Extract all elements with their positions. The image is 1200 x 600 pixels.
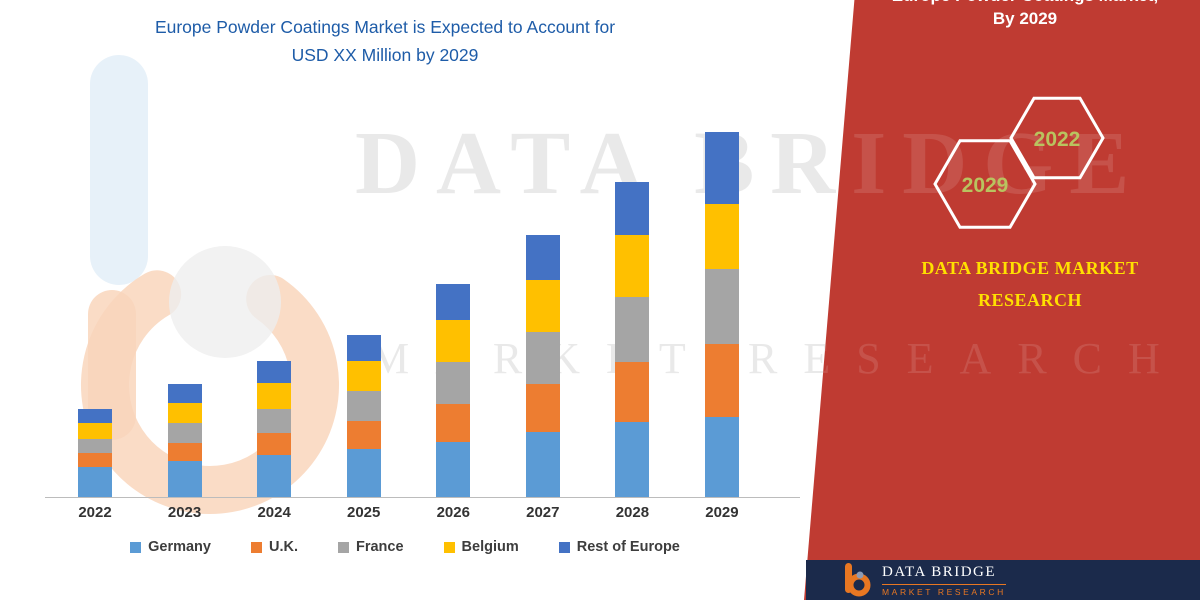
legend-label: France (355, 539, 404, 555)
bar-segment-germany (615, 422, 650, 497)
bar-segment-belgium (436, 320, 471, 362)
bar-segment-u-k- (257, 433, 292, 455)
bar-segment-u-k- (704, 344, 739, 417)
bar-segment-france (78, 439, 112, 453)
bar-segment-germany (436, 442, 471, 497)
bar-group (57, 409, 133, 497)
bar-segment-u-k- (346, 421, 381, 449)
bar-segment-france (346, 391, 381, 421)
watermark-logo (81, 55, 339, 514)
legend-item: U.K. (250, 539, 298, 555)
bar-segment-germany (167, 461, 202, 497)
legend-item: France (337, 539, 404, 555)
bar-segment-germany (257, 455, 292, 497)
bar-segment-rest-of-europe (436, 284, 471, 320)
bar-group (594, 182, 670, 497)
x-axis-label: 2022 (78, 504, 112, 521)
bar-segment-belgium (346, 361, 381, 391)
x-axis-label: 2029 (705, 504, 739, 521)
bar-segment-france (615, 297, 650, 362)
bar-segment-rest-of-europe (615, 182, 650, 235)
bar-segment-belgium (167, 403, 202, 423)
footer-brand-subtext: MARKET RESEARCH (882, 583, 1006, 597)
x-axis-label: 2027 (526, 504, 560, 521)
x-axis-labels: 2022 2023 2024 2025 2026 2027 2028 2029 (45, 504, 800, 521)
bar-segment-belgium (78, 423, 112, 439)
bar-segment-germany (525, 432, 560, 497)
legend-swatch (250, 541, 262, 553)
legend-label: Belgium (461, 539, 519, 555)
bar-segment-rest-of-europe (525, 235, 560, 280)
legend-label: Rest of Europe (576, 539, 680, 555)
bar-segment-germany (78, 467, 112, 497)
x-axis-label: 2023 (167, 504, 202, 521)
bar-segment-belgium (257, 383, 292, 409)
legend-swatch (130, 541, 142, 553)
footer-brand-text: DATA BRIDGE (882, 563, 997, 580)
x-axis-line (45, 120, 800, 498)
legend-label: U.K. (268, 539, 298, 555)
x-axis-label: 2025 (347, 504, 381, 521)
bar-segment-rest-of-europe (167, 384, 202, 403)
bar-segment-u-k- (525, 384, 560, 432)
bar-stack (615, 182, 650, 497)
bar-segment-u-k- (436, 404, 471, 442)
bar-segment-france (436, 362, 471, 404)
x-axis-label: 2024 (257, 504, 291, 521)
bar-segment-france (257, 409, 292, 433)
chart-legend: Germany U.K. France Belgium Rest of Europe (40, 539, 770, 555)
bar-segment-france (167, 423, 202, 443)
bar-group (236, 361, 312, 497)
bar-segment-u-k- (615, 362, 650, 422)
legend-label: Germany (148, 539, 211, 555)
bar-group (505, 235, 581, 497)
footer-bar: DATA BRIDGE MARKET RESEARCH (806, 560, 1200, 600)
legend-swatch (443, 541, 455, 553)
chart-title: Europe Powder Coatings Market is Expecte… (20, 13, 750, 69)
bar-segment-u-k- (78, 453, 112, 467)
bar-segment-rest-of-europe (704, 132, 739, 204)
legend-item: Rest of Europe (558, 539, 680, 555)
bar-segment-belgium (525, 280, 560, 332)
bar-stack (704, 132, 739, 497)
legend-swatch (558, 541, 570, 553)
bar-segment-germany (704, 417, 739, 497)
data-bridge-logo-icon (845, 563, 871, 597)
bar-segment-u-k- (167, 443, 202, 461)
bar-segment-france (704, 269, 739, 344)
legend-item: Germany (130, 539, 211, 555)
legend-swatch (337, 541, 349, 553)
bar-segment-belgium (704, 204, 739, 269)
bar-segment-germany (346, 449, 381, 497)
x-axis-label: 2028 (615, 504, 650, 521)
x-axis-label: 2026 (436, 504, 470, 521)
bar-group (684, 132, 760, 497)
chart-title-line-1: Europe Powder Coatings Market is Expecte… (154, 17, 616, 37)
legend-item: Belgium (443, 539, 519, 555)
bar-stack (78, 409, 112, 497)
bar-stack (257, 361, 292, 497)
bar-segment-belgium (615, 235, 650, 297)
chart-plot: 2022 2023 2024 2025 2026 2027 2028 2029 (45, 120, 800, 521)
bar-segment-rest-of-europe (257, 361, 292, 383)
bar-group (326, 335, 402, 497)
chart-title-line-2: USD XX Million by 2029 (291, 45, 479, 65)
bar-stack (436, 284, 471, 497)
bar-stack (346, 335, 381, 497)
bar-segment-france (525, 332, 560, 384)
bar-segment-rest-of-europe (78, 409, 112, 423)
bar-segment-rest-of-europe (346, 335, 381, 361)
bar-group (147, 384, 223, 497)
bar-group (415, 284, 491, 497)
bar-stack (525, 235, 560, 497)
bar-stack (167, 384, 202, 497)
